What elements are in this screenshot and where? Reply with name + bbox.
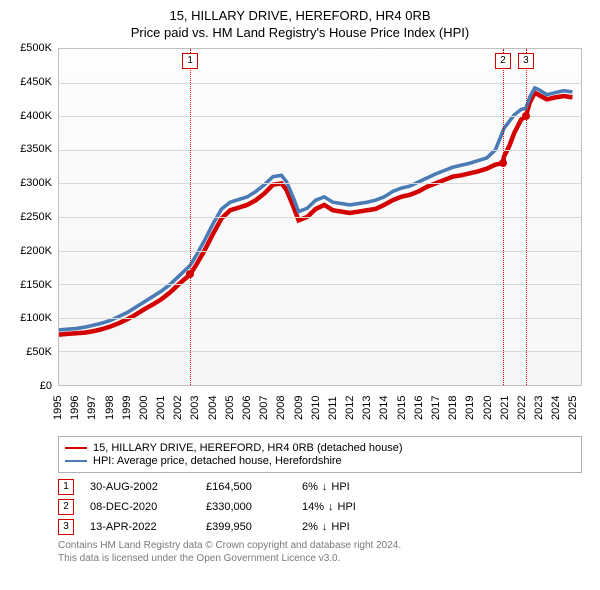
sales-marker-box: 2 (58, 499, 74, 515)
y-tick-label: £150K (20, 279, 52, 291)
x-tick-label: 2016 (413, 396, 425, 420)
x-axis-labels: 1995199619971998199920002001200220032004… (58, 386, 582, 430)
arrow-down-icon: ↓ (322, 481, 328, 493)
sales-price: £330,000 (206, 501, 286, 513)
sales-price: £164,500 (206, 481, 286, 493)
x-tick-label: 2005 (224, 396, 236, 420)
sales-row: 3 13-APR-2022 £399,950 2% ↓HPI (58, 519, 582, 535)
legend: 15, HILLARY DRIVE, HEREFORD, HR4 0RB (de… (58, 436, 582, 473)
sales-row: 1 30-AUG-2002 £164,500 6% ↓HPI (58, 479, 582, 495)
chart-title: 15, HILLARY DRIVE, HEREFORD, HR4 0RB (10, 8, 590, 23)
sales-diff: 6% ↓HPI (302, 481, 350, 493)
marker-box-3: 3 (518, 53, 534, 69)
sales-row: 2 08-DEC-2020 £330,000 14% ↓ HPI (58, 499, 582, 515)
x-tick-label: 2009 (293, 396, 305, 420)
sales-diff-pct: 2% (302, 521, 318, 533)
marker-dot-2 (499, 159, 507, 167)
x-tick-label: 2024 (550, 396, 562, 420)
arrow-down-icon: ↓ (328, 501, 334, 513)
y-axis-labels: £0£50K£100K£150K£200K£250K£300K£350K£400… (10, 48, 54, 386)
x-tick-label: 2010 (310, 396, 322, 420)
y-tick-label: £450K (20, 76, 52, 88)
x-tick-label: 2015 (396, 396, 408, 420)
legend-label: HPI: Average price, detached house, Here… (93, 455, 342, 467)
sales-diff-pct: 6% (302, 481, 318, 493)
y-tick-label: £350K (20, 143, 52, 155)
x-tick-label: 1999 (121, 396, 133, 420)
y-tick-label: £0 (40, 380, 52, 392)
sales-diff: 2% ↓HPI (302, 521, 350, 533)
y-tick-label: £50K (26, 346, 52, 358)
plot-wrap: £0£50K£100K£150K£200K£250K£300K£350K£400… (58, 48, 582, 386)
marker-line-2 (503, 49, 504, 385)
y-tick-label: £100K (20, 312, 52, 324)
y-tick-label: £500K (20, 42, 52, 54)
x-tick-label: 2001 (155, 396, 167, 420)
x-tick-label: 2003 (189, 396, 201, 420)
sales-marker-box: 3 (58, 519, 74, 535)
plot-area: 1 23 (58, 48, 582, 386)
legend-row: HPI: Average price, detached house, Here… (65, 455, 575, 467)
sales-diff-label: HPI (331, 481, 349, 493)
y-tick-label: £200K (20, 245, 52, 257)
attribution-line-2: This data is licensed under the Open Gov… (58, 552, 582, 565)
x-tick-label: 2021 (499, 396, 511, 420)
chart-subtitle: Price paid vs. HM Land Registry's House … (10, 25, 590, 40)
sales-diff-pct: 14% (302, 501, 324, 513)
x-tick-label: 2004 (207, 396, 219, 420)
legend-swatch (65, 447, 87, 449)
marker-dot-3 (522, 112, 530, 120)
sales-date: 08-DEC-2020 (90, 501, 190, 513)
x-tick-label: 2023 (533, 396, 545, 420)
x-tick-label: 2007 (258, 396, 270, 420)
attribution: Contains HM Land Registry data © Crown c… (58, 539, 582, 565)
sales-date: 30-AUG-2002 (90, 481, 190, 493)
sales-diff-label: HPI (338, 501, 356, 513)
y-tick-label: £250K (20, 211, 52, 223)
marker-dot-1 (186, 270, 194, 278)
x-tick-label: 2022 (516, 396, 528, 420)
legend-label: 15, HILLARY DRIVE, HEREFORD, HR4 0RB (de… (93, 442, 403, 454)
sales-date: 13-APR-2022 (90, 521, 190, 533)
x-tick-label: 2025 (567, 396, 579, 420)
legend-row: 15, HILLARY DRIVE, HEREFORD, HR4 0RB (de… (65, 442, 575, 454)
x-tick-label: 2019 (464, 396, 476, 420)
x-tick-label: 1995 (52, 396, 64, 420)
arrow-down-icon: ↓ (322, 521, 328, 533)
x-tick-label: 2006 (241, 396, 253, 420)
attribution-line-1: Contains HM Land Registry data © Crown c… (58, 539, 582, 552)
sales-marker-box: 1 (58, 479, 74, 495)
legend-swatch (65, 460, 87, 462)
x-tick-label: 2013 (361, 396, 373, 420)
x-tick-label: 1996 (69, 396, 81, 420)
marker-box-1: 1 (182, 53, 198, 69)
sales-diff: 14% ↓ HPI (302, 501, 356, 513)
sales-price: £399,950 (206, 521, 286, 533)
x-tick-label: 2008 (275, 396, 287, 420)
marker-line-3 (526, 49, 527, 385)
y-tick-label: £400K (20, 110, 52, 122)
x-tick-label: 1998 (104, 396, 116, 420)
y-tick-label: £300K (20, 177, 52, 189)
x-tick-label: 2018 (447, 396, 459, 420)
x-tick-label: 1997 (86, 396, 98, 420)
x-tick-label: 2011 (327, 396, 339, 420)
marker-line-1 (190, 49, 191, 385)
x-tick-label: 2012 (344, 396, 356, 420)
x-tick-label: 2017 (430, 396, 442, 420)
x-tick-label: 2014 (378, 396, 390, 420)
chart-container: 15, HILLARY DRIVE, HEREFORD, HR4 0RB Pri… (0, 0, 600, 571)
series-property (59, 93, 572, 335)
marker-box-2: 2 (495, 53, 511, 69)
sales-diff-label: HPI (331, 521, 349, 533)
x-tick-label: 2002 (172, 396, 184, 420)
sales-table: 130-AUG-2002£164,5006%↓HPI208-DEC-2020£3… (58, 479, 582, 535)
x-tick-label: 2000 (138, 396, 150, 420)
x-tick-label: 2020 (482, 396, 494, 420)
